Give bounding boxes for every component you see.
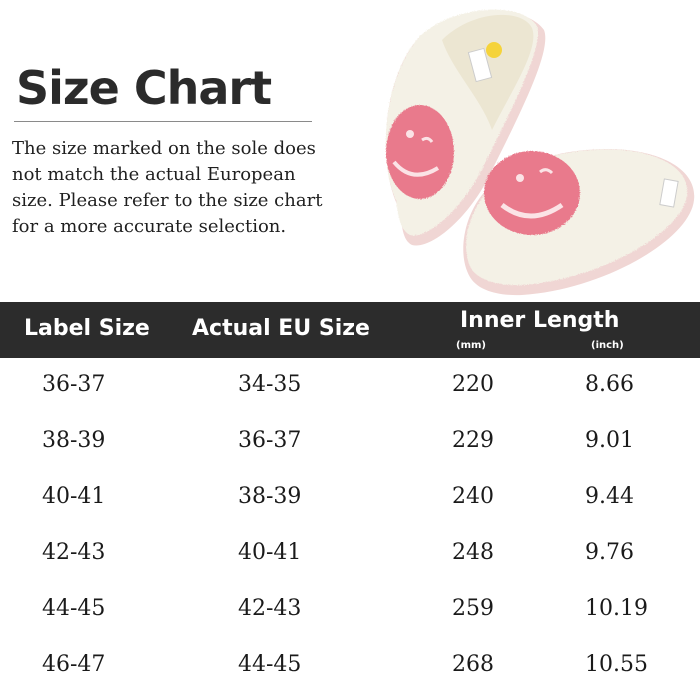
table-row: 40-41 38-39 240 9.44 — [0, 470, 700, 526]
length-inch-cell: 10.19 — [585, 596, 648, 621]
table-row: 42-43 40-41 248 9.76 — [0, 526, 700, 582]
back-slipper — [385, 9, 546, 246]
label-size-cell: 38-39 — [42, 428, 106, 453]
page-title: Size Chart — [16, 61, 272, 115]
table-row: 38-39 36-37 229 9.01 — [0, 414, 700, 470]
label-size-cell: 44-45 — [42, 596, 106, 621]
length-mm-cell: 220 — [452, 372, 494, 397]
front-slipper — [463, 149, 695, 296]
smiley-tag-icon — [486, 42, 502, 58]
eu-size-cell: 42-43 — [238, 596, 302, 621]
length-inch-cell: 10.55 — [585, 652, 648, 677]
length-inch-cell: 9.76 — [585, 540, 634, 565]
eu-size-cell: 36-37 — [238, 428, 302, 453]
header-actual-eu-size: Actual EU Size — [192, 316, 370, 341]
table-row: 46-47 44-45 268 10.55 — [0, 638, 700, 694]
header-label-size: Label Size — [24, 316, 150, 341]
label-size-cell: 46-47 — [42, 652, 106, 677]
size-table-header: Label Size Actual EU Size Inner Length (… — [0, 302, 700, 358]
header-inner-length: Inner Length — [460, 308, 620, 333]
length-inch-cell: 8.66 — [585, 372, 634, 397]
length-mm-cell: 229 — [452, 428, 494, 453]
table-row: 44-45 42-43 259 10.19 — [0, 582, 700, 638]
smiley-patch-front — [484, 151, 580, 235]
brand-tag-front — [659, 178, 679, 208]
length-mm-cell: 259 — [452, 596, 494, 621]
eu-size-cell: 34-35 — [238, 372, 302, 397]
length-mm-cell: 248 — [452, 540, 494, 565]
length-mm-cell: 268 — [452, 652, 494, 677]
eu-size-cell: 40-41 — [238, 540, 302, 565]
header-unit-inch: (inch) — [591, 340, 624, 351]
label-size-cell: 36-37 — [42, 372, 106, 397]
label-size-cell: 40-41 — [42, 484, 106, 509]
length-inch-cell: 9.44 — [585, 484, 634, 509]
brand-tag-back — [467, 47, 493, 83]
length-inch-cell: 9.01 — [585, 428, 634, 453]
eu-size-cell: 44-45 — [238, 652, 302, 677]
eu-size-cell: 38-39 — [238, 484, 302, 509]
table-row: 36-37 34-35 220 8.66 — [0, 358, 700, 414]
title-divider — [14, 121, 312, 122]
size-note: The size marked on the sole does not mat… — [12, 138, 323, 237]
label-size-cell: 42-43 — [42, 540, 106, 565]
length-mm-cell: 240 — [452, 484, 494, 509]
header-unit-mm: (mm) — [456, 340, 486, 351]
smiley-patch-back — [386, 105, 454, 199]
smiley-slippers-image — [385, 9, 695, 296]
